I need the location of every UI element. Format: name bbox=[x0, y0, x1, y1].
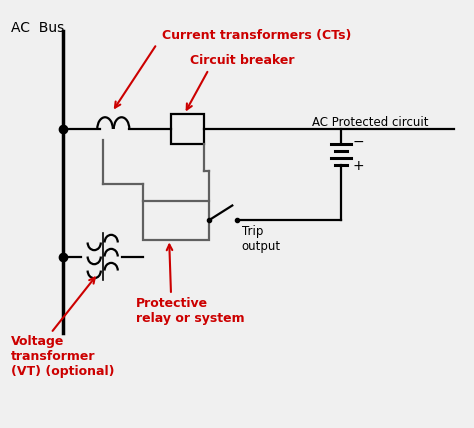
Text: Circuit breaker: Circuit breaker bbox=[190, 54, 294, 67]
Text: +: + bbox=[353, 159, 364, 173]
Text: Current transformers (CTs): Current transformers (CTs) bbox=[162, 29, 351, 42]
Bar bbox=[143, 201, 209, 240]
Text: Protective
relay or system: Protective relay or system bbox=[136, 297, 244, 325]
Text: Trip
output: Trip output bbox=[242, 225, 281, 253]
Bar bbox=[171, 114, 204, 144]
Text: −: − bbox=[353, 135, 364, 149]
Text: Voltage
transformer
(VT) (optional): Voltage transformer (VT) (optional) bbox=[11, 335, 114, 378]
Text: AC  Bus: AC Bus bbox=[11, 21, 64, 35]
Text: AC Protected circuit: AC Protected circuit bbox=[312, 116, 429, 129]
